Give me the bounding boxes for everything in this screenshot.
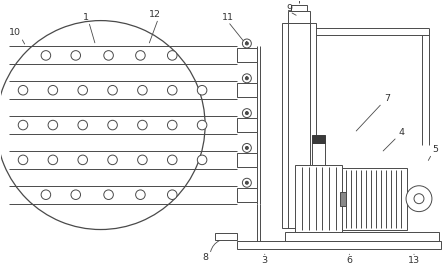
Circle shape [138, 85, 147, 95]
Text: 12: 12 [149, 10, 161, 19]
Circle shape [136, 190, 145, 200]
Circle shape [242, 144, 251, 152]
Circle shape [197, 155, 207, 165]
Circle shape [138, 120, 147, 130]
Circle shape [167, 190, 177, 200]
Circle shape [197, 85, 207, 95]
Bar [237, 153, 257, 167]
Circle shape [167, 85, 177, 95]
Circle shape [242, 178, 251, 187]
Circle shape [108, 155, 117, 165]
Bar [291, 5, 307, 11]
Text: A: A [245, 41, 249, 46]
Text: 1: 1 [83, 13, 89, 22]
Circle shape [138, 155, 147, 165]
Text: 11: 11 [222, 13, 234, 22]
Circle shape [48, 120, 58, 130]
Circle shape [108, 85, 117, 95]
Circle shape [167, 155, 177, 165]
Circle shape [245, 181, 249, 184]
Circle shape [71, 51, 81, 60]
Circle shape [18, 155, 28, 165]
Bar [311, 135, 326, 143]
Text: 4: 4 [398, 127, 404, 136]
Circle shape [41, 190, 51, 200]
Circle shape [414, 194, 424, 204]
Circle shape [41, 51, 51, 60]
Bar [237, 118, 257, 132]
Text: 5: 5 [432, 146, 438, 155]
Circle shape [104, 190, 113, 200]
Circle shape [242, 39, 251, 48]
Bar [237, 241, 441, 250]
Circle shape [78, 85, 87, 95]
Circle shape [245, 146, 249, 149]
Bar [295, 165, 342, 232]
Circle shape [242, 109, 251, 118]
Circle shape [245, 77, 249, 80]
Text: 13: 13 [408, 256, 420, 265]
Text: 10: 10 [9, 28, 21, 37]
Circle shape [245, 42, 249, 45]
Circle shape [167, 51, 177, 60]
Bar [282, 23, 315, 227]
Bar [237, 188, 257, 202]
Bar [288, 11, 310, 23]
Text: A: A [245, 146, 249, 150]
Bar [311, 143, 326, 165]
Text: 9: 9 [287, 4, 293, 13]
Bar [215, 233, 237, 241]
Bar [237, 83, 257, 97]
Circle shape [78, 155, 87, 165]
Circle shape [18, 85, 28, 95]
Circle shape [167, 120, 177, 130]
Circle shape [48, 155, 58, 165]
Text: 3: 3 [262, 256, 268, 265]
Text: A: A [245, 76, 249, 80]
Circle shape [108, 120, 117, 130]
Text: 7: 7 [384, 94, 390, 103]
Circle shape [406, 186, 432, 212]
Text: 6: 6 [346, 256, 352, 265]
Circle shape [245, 112, 249, 115]
Text: A: A [245, 181, 249, 185]
Bar [237, 48, 257, 62]
Circle shape [242, 74, 251, 83]
Text: A: A [245, 111, 249, 115]
Circle shape [104, 51, 113, 60]
Circle shape [18, 120, 28, 130]
Circle shape [136, 51, 145, 60]
Bar [340, 192, 346, 206]
Circle shape [78, 120, 87, 130]
Circle shape [71, 190, 81, 200]
Bar [285, 232, 439, 241]
Circle shape [48, 85, 58, 95]
Circle shape [197, 120, 207, 130]
Text: 8: 8 [202, 253, 208, 262]
Bar [342, 168, 407, 230]
